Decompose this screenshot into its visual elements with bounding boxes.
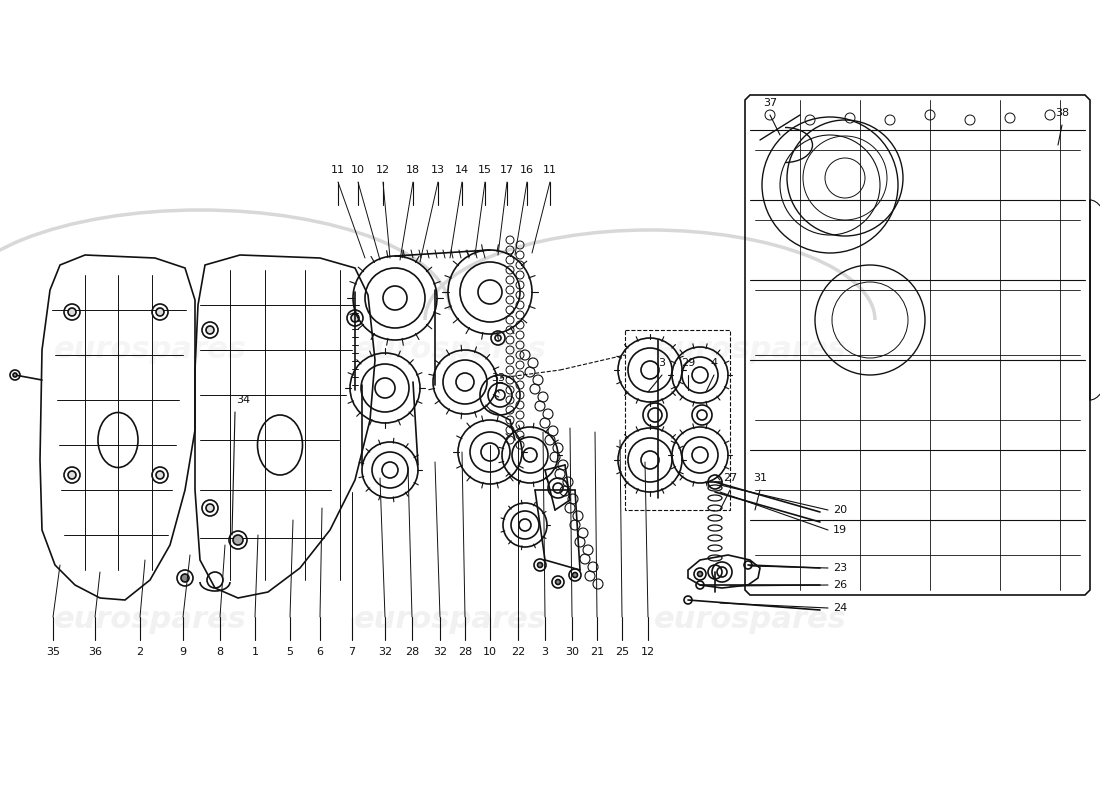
Text: 2: 2 (136, 647, 144, 657)
Text: 31: 31 (754, 473, 767, 483)
Text: 32: 32 (378, 647, 392, 657)
Text: 18: 18 (406, 165, 420, 175)
Text: 20: 20 (833, 505, 847, 515)
Text: 28: 28 (405, 647, 419, 657)
Circle shape (182, 574, 189, 582)
Text: 16: 16 (520, 165, 534, 175)
Circle shape (156, 471, 164, 479)
Text: 12: 12 (376, 165, 390, 175)
Text: eurospares: eurospares (353, 606, 547, 634)
Text: 1: 1 (252, 647, 258, 657)
Text: 30: 30 (565, 647, 579, 657)
Text: 25: 25 (615, 647, 629, 657)
Text: 10: 10 (483, 647, 497, 657)
Circle shape (697, 571, 703, 577)
Circle shape (156, 308, 164, 316)
Circle shape (13, 373, 16, 377)
Text: 17: 17 (499, 165, 514, 175)
Text: 11: 11 (543, 165, 557, 175)
Text: 37: 37 (763, 98, 777, 108)
Circle shape (572, 573, 578, 578)
Text: 12: 12 (641, 647, 656, 657)
Text: 35: 35 (46, 647, 60, 657)
Text: 19: 19 (833, 525, 847, 535)
Circle shape (351, 314, 359, 322)
Circle shape (538, 562, 542, 567)
Text: 14: 14 (455, 165, 469, 175)
Text: 26: 26 (833, 580, 847, 590)
Text: 32: 32 (433, 647, 447, 657)
Text: 24: 24 (833, 603, 847, 613)
Text: 27: 27 (723, 473, 737, 483)
Text: 15: 15 (478, 165, 492, 175)
Text: 9: 9 (179, 647, 187, 657)
Text: eurospares: eurospares (353, 335, 547, 365)
Text: eurospares: eurospares (54, 606, 246, 634)
Text: 11: 11 (331, 165, 345, 175)
Text: 38: 38 (1055, 108, 1069, 118)
Text: 6: 6 (317, 647, 323, 657)
Text: 8: 8 (217, 647, 223, 657)
Circle shape (68, 308, 76, 316)
Text: 23: 23 (833, 563, 847, 573)
Text: 4: 4 (711, 358, 717, 368)
Text: 34: 34 (235, 395, 250, 405)
Text: 22: 22 (510, 647, 525, 657)
Text: 28: 28 (458, 647, 472, 657)
Text: 7: 7 (349, 647, 355, 657)
Text: eurospares: eurospares (653, 606, 846, 634)
Text: 5: 5 (286, 647, 294, 657)
Circle shape (206, 504, 214, 512)
Circle shape (233, 535, 243, 545)
Text: 21: 21 (590, 647, 604, 657)
Text: 33: 33 (491, 373, 505, 383)
Circle shape (556, 579, 561, 585)
Circle shape (68, 471, 76, 479)
Text: eurospares: eurospares (653, 335, 846, 365)
Text: 3: 3 (659, 358, 666, 368)
Text: 36: 36 (88, 647, 102, 657)
Text: eurospares: eurospares (54, 335, 246, 365)
Text: 29: 29 (681, 358, 695, 368)
Text: 3: 3 (541, 647, 549, 657)
Text: 10: 10 (351, 165, 365, 175)
Circle shape (206, 326, 214, 334)
Text: 13: 13 (431, 165, 446, 175)
